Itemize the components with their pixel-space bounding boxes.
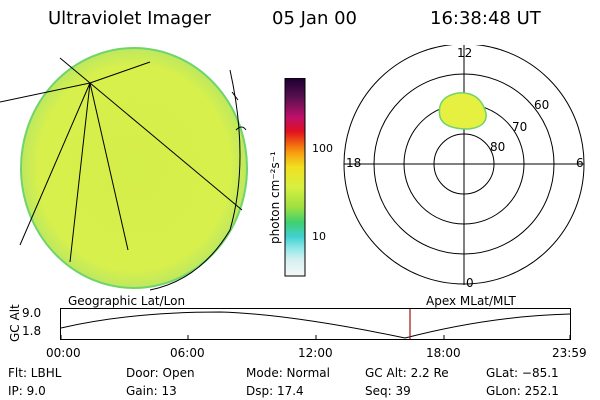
time-tick-2359: 23:59 <box>552 346 587 360</box>
altitude-plot-frame <box>60 308 571 340</box>
time-tick-0000: 00:00 <box>46 346 81 360</box>
colorbar-tick-100: 100 <box>312 142 333 155</box>
ip-info: IP: 9.0 <box>8 384 46 398</box>
time-tick-1800: 18:00 <box>426 346 461 360</box>
instrument-title: Ultraviolet Imager <box>48 8 211 29</box>
geographic-image <box>0 47 248 291</box>
mlt-label-18: 18 <box>346 156 362 170</box>
geo-grid-lines <box>0 57 243 263</box>
coastline-detail <box>231 91 247 131</box>
mode-info: Mode: Normal <box>246 366 330 380</box>
gain-info: Gain: 13 <box>126 384 177 398</box>
glon-info: GLon: 252.1 <box>486 384 559 398</box>
mlt-label-12: 12 <box>457 46 473 60</box>
altitude-curve <box>60 311 571 339</box>
date-label: 05 Jan 00 <box>272 8 357 29</box>
altitude-plot <box>60 308 571 340</box>
apex-panel-label: Apex MLat/MLT <box>426 294 516 308</box>
coastline-arc <box>149 69 241 291</box>
altitude-tick-9: 9.0 <box>22 306 42 320</box>
time-label: 16:38:48 UT <box>430 8 541 29</box>
lat-label-80: 80 <box>490 140 506 154</box>
dsp-info: Dsp: 17.4 <box>246 384 304 398</box>
sequence-info: Seq: 39 <box>365 384 411 398</box>
geographic-panel-label: Geographic Lat/Lon <box>68 294 186 308</box>
glat-info: GLat: −85.1 <box>486 366 559 380</box>
colorbar-tick-10: 10 <box>312 230 326 243</box>
time-tick-0600: 06:00 <box>170 346 205 360</box>
auroral-oval <box>438 92 487 130</box>
gc-altitude-info: GC Alt: 2.2 Re <box>365 366 449 380</box>
colorbar-unit-label: photon cm⁻²s⁻¹ <box>268 151 282 244</box>
polar-grid <box>343 45 585 285</box>
lat-label-70: 70 <box>512 120 528 134</box>
mlt-label-6: 6 <box>576 156 584 170</box>
lat-label-60: 60 <box>534 98 550 112</box>
colorbar <box>284 78 306 277</box>
time-tick-1200: 12:00 <box>298 346 333 360</box>
mlt-label-0: 0 <box>466 276 474 290</box>
altitude-x-ticks <box>60 335 571 339</box>
earth-disk <box>20 47 248 289</box>
filter-info: Flt: LBHL <box>8 366 62 380</box>
door-info: Door: Open <box>126 366 195 380</box>
altitude-axis-label: GC Alt <box>8 304 22 342</box>
polar-plot <box>343 45 585 285</box>
altitude-tick-1-8: 1.8 <box>22 324 42 338</box>
